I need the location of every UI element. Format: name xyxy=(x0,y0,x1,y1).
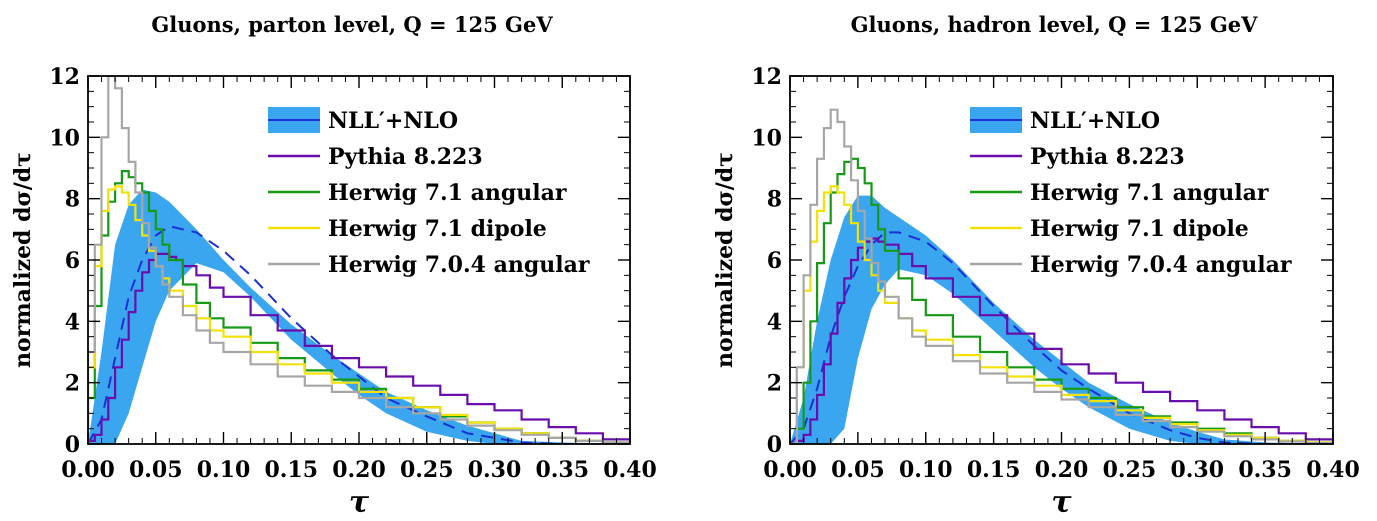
y-axis-label: normalized dσ/dτ xyxy=(712,152,738,368)
y-tick-label: 12 xyxy=(751,64,782,90)
x-tick-label: 0.15 xyxy=(264,457,318,483)
legend-label-herwig71-angular: Herwig 7.1 angular xyxy=(1030,180,1269,206)
panel-parton-level: Gluons, parton level, Q = 125 GeV 0.00 0.0… xyxy=(10,12,657,520)
legend: NLL′+NLO Pythia 8.223 Herwig 7.1 angular He… xyxy=(268,107,590,278)
x-tick-label: 0.10 xyxy=(197,457,251,483)
y-tick-label: 8 xyxy=(65,187,80,213)
y-tick-label: 4 xyxy=(65,309,80,335)
x-tick-label: 0.00 xyxy=(763,457,817,483)
chart-title: Gluons, parton level, Q = 125 GeV xyxy=(151,12,553,37)
y-tick-label: 2 xyxy=(767,371,782,397)
x-tick-label: 0.00 xyxy=(61,457,115,483)
x-tick-label: 0.25 xyxy=(400,457,454,483)
legend: NLL′+NLO Pythia 8.223 Herwig 7.1 angular He… xyxy=(970,107,1292,278)
x-tick-label: 0.40 xyxy=(1306,457,1360,483)
legend-label-herwig71-angular: Herwig 7.1 angular xyxy=(328,180,567,206)
x-tick-label: 0.05 xyxy=(129,457,183,483)
plot-area xyxy=(88,76,630,444)
central-nll-nlo xyxy=(88,225,630,444)
y-tick-label: 0 xyxy=(767,432,782,458)
x-tick-label: 0.05 xyxy=(831,457,885,483)
x-tick-label: 0.20 xyxy=(332,457,386,483)
plot-area xyxy=(790,108,1333,444)
y-tick-label: 12 xyxy=(49,64,80,90)
legend-label-nll-nlo: NLL′+NLO xyxy=(1030,108,1160,134)
line-pythia xyxy=(88,252,630,444)
line-herwig704-angular xyxy=(88,76,630,444)
x-tick-label: 0.15 xyxy=(967,457,1021,483)
line-pythia xyxy=(790,237,1333,444)
x-tick-label: 0.25 xyxy=(1103,457,1157,483)
y-axis-label: normalized dσ/dτ xyxy=(10,152,36,368)
x-axis-label: τ xyxy=(1051,485,1072,520)
legend-label-herwig71-dipole: Herwig 7.1 dipole xyxy=(328,216,547,242)
legend-label-pythia: Pythia 8.223 xyxy=(1030,144,1185,170)
x-tick-label: 0.30 xyxy=(468,457,522,483)
x-tick-label: 0.35 xyxy=(1238,457,1292,483)
legend-label-herwig704-angular: Herwig 7.0.4 angular xyxy=(1030,252,1292,278)
x-tick-label: 0.20 xyxy=(1035,457,1089,483)
chart-title: Gluons, hadron level, Q = 125 GeV xyxy=(851,12,1259,37)
x-tick-label: 0.40 xyxy=(603,457,657,483)
panel-hadron-level: Gluons, hadron level, Q = 125 GeV 0.00 0.0… xyxy=(712,12,1360,520)
y-tick-label: 10 xyxy=(49,125,80,151)
line-herwig704-angular xyxy=(790,108,1333,444)
y-tick-label: 2 xyxy=(65,371,80,397)
y-tick-label: 4 xyxy=(767,309,782,335)
y-tick-label: 0 xyxy=(65,432,80,458)
y-tick-label: 6 xyxy=(65,248,80,274)
x-tick-label: 0.10 xyxy=(899,457,953,483)
y-tick-label: 8 xyxy=(767,187,782,213)
legend-label-herwig71-dipole: Herwig 7.1 dipole xyxy=(1030,216,1249,242)
x-tick-label: 0.30 xyxy=(1170,457,1224,483)
legend-label-pythia: Pythia 8.223 xyxy=(328,144,483,170)
legend-label-nll-nlo: NLL′+NLO xyxy=(328,108,458,134)
legend-label-herwig704-angular: Herwig 7.0.4 angular xyxy=(328,252,590,278)
x-tick-label: 0.35 xyxy=(535,457,589,483)
y-tick-label: 6 xyxy=(767,248,782,274)
y-tick-label: 10 xyxy=(751,125,782,151)
band-nll-nlo xyxy=(790,195,1333,444)
x-axis-label: τ xyxy=(349,485,370,520)
